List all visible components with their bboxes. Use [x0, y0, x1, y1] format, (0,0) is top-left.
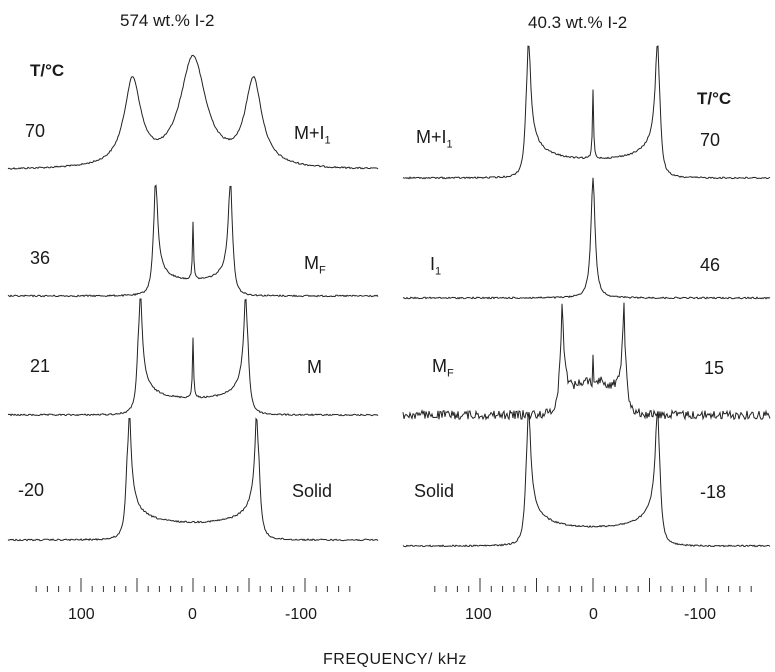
left-tick-0: 0 — [188, 606, 197, 623]
right-phase-mf: MF — [432, 356, 454, 380]
spectrum-trace-p0-s0 — [7, 54, 379, 170]
right-temp-70: 70 — [700, 130, 721, 150]
right-temp-15: 15 — [704, 358, 725, 378]
left-temp-36: 36 — [30, 248, 51, 268]
left-phase-mf: MF — [304, 253, 326, 277]
left-phase-solid: Solid — [292, 481, 333, 501]
right-phase-i1: I1 — [430, 254, 442, 278]
spectrum-trace-p1-s1 — [402, 177, 771, 300]
right-phase-m-plus-i1: M+I1 — [416, 127, 453, 151]
right-tick-100: 100 — [465, 606, 492, 623]
left-temp-21: 21 — [30, 356, 51, 376]
right-temp-minus18: -18 — [700, 482, 727, 502]
left-panel-title: 574 wt.% I-2 — [120, 11, 215, 30]
right-temp-46: 46 — [700, 255, 721, 275]
right-phase-solid: Solid — [414, 481, 455, 501]
left-phase-m-plus-i1: M+I1 — [294, 123, 331, 147]
left-phase-m: M — [307, 357, 322, 377]
spectrum-trace-p0-s2 — [7, 298, 379, 417]
x-axis-label: FREQUENCY/ kHz — [323, 651, 467, 668]
right-panel-title: 40.3 wt.% I-2 — [528, 13, 628, 32]
left-temp-header: T/°C — [30, 61, 65, 80]
left-tick-100: 100 — [68, 606, 95, 623]
left-tick-minus100: -100 — [285, 606, 318, 623]
left-temp-minus20: -20 — [18, 480, 45, 500]
spectrum-trace-p1-s3 — [402, 412, 771, 548]
right-tick-minus100: -100 — [684, 606, 717, 623]
right-temp-header: T/°C — [697, 89, 732, 108]
spectrum-trace-p1-s0 — [402, 45, 771, 180]
left-temp-70: 70 — [25, 121, 46, 141]
spectrum-trace-p0-s3 — [7, 417, 379, 542]
right-tick-0: 0 — [589, 606, 598, 623]
spectrum-trace-p1-s2 — [402, 302, 771, 421]
spectrum-trace-p0-s1 — [7, 184, 379, 298]
